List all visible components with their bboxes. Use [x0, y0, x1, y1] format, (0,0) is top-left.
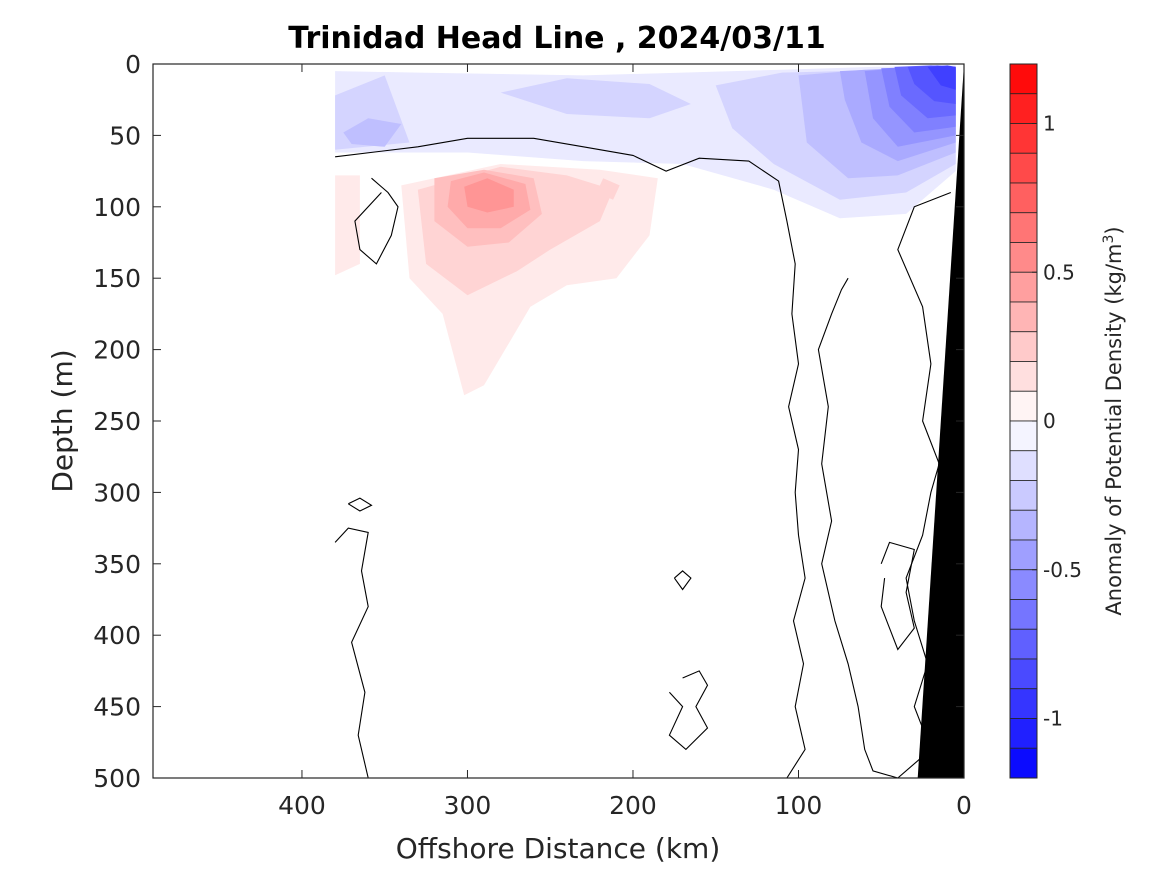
colorbar-ticks: 1 0.5 0 -0.5 -1: [1032, 112, 1082, 731]
subsurface-positive-region: [335, 175, 360, 276]
y-tick-label: 400: [93, 621, 141, 650]
bathymetry-layer: [917, 64, 964, 778]
colorbar-segment: [1009, 63, 1038, 95]
subsurface-positive-region: [464, 178, 514, 213]
colorbar-segment: [1009, 390, 1038, 422]
colorbar-label: Anomaly of Potential Density (kg/m3): [1101, 226, 1126, 615]
colorbar-tick-label: 0.5: [1043, 260, 1075, 284]
colorbar-segment: [1009, 539, 1038, 571]
colorbar-segment: [1009, 182, 1038, 214]
zero-contour-line: [668, 670, 709, 751]
zero-contour-line: [354, 177, 399, 265]
y-axis: 0 50 100 150 200 250 300 350 400 450 500: [93, 50, 964, 793]
colorbar-segment: [1009, 420, 1038, 452]
colorbar-segment: [1009, 361, 1038, 392]
colorbar-tick-label: 1: [1043, 112, 1056, 136]
x-tick-label: 0: [956, 791, 972, 820]
x-tick-label: 400: [278, 791, 326, 820]
colorbar-segment: [1009, 480, 1038, 511]
colorbar-segment: [1009, 93, 1038, 124]
subsurface-positive-region: [596, 178, 620, 200]
colorbar-segment: [1009, 569, 1038, 600]
zero-contour-line: [348, 497, 373, 512]
colorbar-tick-label: -1: [1043, 707, 1063, 731]
zero-contour-line: [880, 541, 915, 651]
colorbar-segment: [1009, 450, 1038, 481]
colorbar-segment: [1009, 688, 1038, 719]
y-tick-label: 450: [93, 693, 141, 722]
colorbar-segment: [1009, 123, 1038, 154]
y-tick-label: 500: [93, 764, 141, 793]
zero-contour-line: [817, 191, 952, 778]
colorbar-label-close: ): [1102, 226, 1126, 234]
zero-contour-line: [334, 527, 369, 778]
y-tick-label: 200: [93, 336, 141, 365]
colorbar-segment: [1009, 747, 1038, 779]
colorbar-segment: [1009, 718, 1038, 749]
colorbar-segment: [1009, 331, 1038, 362]
colorbar-segment: [1009, 658, 1038, 690]
y-tick-label: 350: [93, 550, 141, 579]
y-tick-label: 150: [93, 264, 141, 293]
y-tick-label: 300: [93, 478, 141, 507]
colorbar-segment: [1009, 242, 1038, 273]
x-tick-label: 300: [444, 791, 492, 820]
surface-negative-region: [500, 78, 691, 119]
colorbar: [1009, 63, 1038, 779]
zero-contour-line: [673, 570, 692, 591]
colorbar-tick-label: -0.5: [1043, 558, 1082, 582]
surface-negative-region: [343, 118, 402, 147]
zero-contour-layer: [334, 137, 952, 778]
colorbar-tick-label: 0: [1043, 409, 1056, 433]
colorbar-segment: [1009, 271, 1038, 303]
y-tick-label: 250: [93, 407, 141, 436]
y-axis-label: Depth (m): [46, 349, 79, 492]
y-tick-label: 50: [109, 121, 141, 150]
surface-negative-region: [927, 65, 956, 90]
chart-title: Trinidad Head Line , 2024/03/11: [288, 21, 825, 56]
x-tick-label: 100: [775, 791, 823, 820]
colorbar-segment: [1009, 152, 1038, 184]
x-axis-label: Offshore Distance (km): [396, 832, 721, 865]
colorbar-segment: [1009, 509, 1038, 541]
bathymetry-shelf: [917, 64, 964, 778]
x-tick-label: 200: [609, 791, 657, 820]
y-tick-label: 100: [93, 193, 141, 222]
colorbar-segment: [1009, 628, 1038, 660]
x-axis: 400 300 200 100 0: [278, 64, 972, 820]
colorbar-segment: [1009, 212, 1038, 243]
colorbar-segment: [1009, 301, 1038, 333]
colorbar-segment: [1009, 599, 1038, 630]
colorbar-label-main: Anomaly of Potential Density (kg/m: [1102, 244, 1126, 616]
y-tick-label: 0: [125, 50, 141, 79]
contour-fill-layer: [335, 65, 956, 396]
zero-contour-line: [335, 137, 806, 778]
colorbar-label-exponent: 3: [1101, 235, 1117, 244]
